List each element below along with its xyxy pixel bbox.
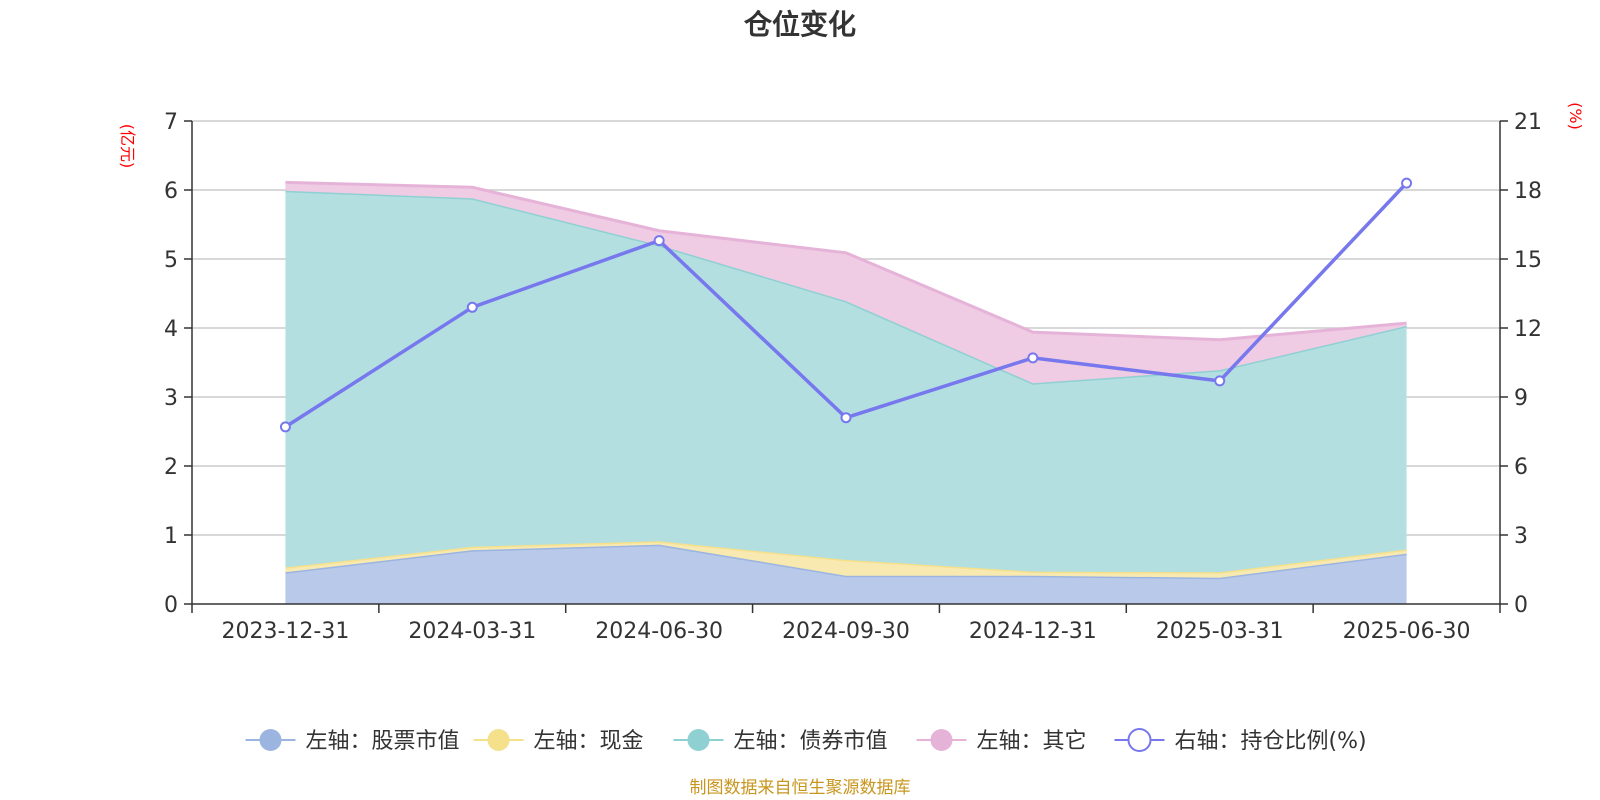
chart-title: 仓位变化: [744, 8, 856, 41]
legend-label: 右轴：持仓比例(%): [1175, 729, 1367, 754]
legend-marker: [930, 729, 953, 751]
legend-marker: [687, 729, 710, 751]
source-note: 制图数据来自恒生聚源数据库: [690, 778, 911, 798]
right-tick-label: 6: [1514, 455, 1528, 480]
ratio-point: [840, 412, 852, 424]
legend: 左轴：股票市值 左轴：现金 左轴：债券市值 左轴：其它 右轴：持仓比例(%): [245, 728, 1367, 754]
left-tick-label: 7: [164, 110, 178, 135]
left-tick-label: 0: [164, 593, 178, 618]
legend-item: 左轴：其它: [916, 729, 1087, 754]
left-tick-label: 4: [164, 317, 178, 342]
ratio-point: [1214, 375, 1226, 387]
ratio-point: [653, 235, 665, 247]
legend-item: 左轴：股票市值: [245, 729, 460, 754]
right-tick-label: 18: [1514, 179, 1542, 204]
x-tick-label: 2024-06-30: [595, 619, 723, 644]
ratio-point: [1401, 177, 1413, 189]
left-tick-label: 3: [164, 386, 178, 411]
legend-marker: [1127, 728, 1152, 752]
left-tick-label: 6: [164, 179, 178, 204]
right-axis-unit: (%): [1566, 102, 1585, 130]
right-tick-label: 0: [1514, 593, 1528, 618]
legend-label: 左轴：股票市值: [306, 729, 460, 754]
ratio-point: [279, 421, 291, 433]
left-tick-label: 5: [164, 248, 178, 273]
legend-marker: [487, 729, 510, 751]
ratio-point: [466, 301, 478, 313]
area-series-3: [285, 182, 1407, 384]
x-tick-label: 2024-09-30: [782, 619, 910, 644]
x-tick-label: 2023-12-31: [221, 619, 349, 644]
x-tick-label: 2025-03-31: [1156, 619, 1284, 644]
ratio-line: [279, 177, 1413, 433]
left-axis-unit: (亿元): [118, 124, 137, 169]
legend-marker: [259, 729, 282, 751]
right-tick-label: 3: [1514, 524, 1528, 549]
legend-item: 左轴：债券市值: [673, 729, 888, 754]
left-tick-label: 2: [164, 455, 178, 480]
legend-item: 右轴：持仓比例(%): [1114, 728, 1367, 754]
legend-item: 左轴：现金: [473, 729, 644, 754]
left-tick-label: 1: [164, 524, 178, 549]
legend-label: 左轴：债券市值: [734, 729, 888, 754]
right-tick-label: 9: [1514, 386, 1528, 411]
x-tick-label: 2025-06-30: [1343, 619, 1471, 644]
stacked-areas: [285, 180, 1407, 604]
legend-label: 左轴：其它: [977, 729, 1087, 754]
area-series-1: [285, 541, 1407, 578]
legend-label: 左轴：现金: [534, 729, 644, 754]
area-series-2: [285, 190, 1407, 573]
x-tick-label: 2024-12-31: [969, 619, 1097, 644]
ratio-point: [1027, 352, 1039, 364]
right-tick-label: 12: [1514, 317, 1542, 342]
right-tick-label: 15: [1514, 248, 1542, 273]
right-tick-label: 21: [1514, 110, 1542, 135]
x-tick-label: 2024-03-31: [408, 619, 536, 644]
area-edge-3: [285, 180, 1407, 342]
area-series-0: [285, 544, 1407, 604]
